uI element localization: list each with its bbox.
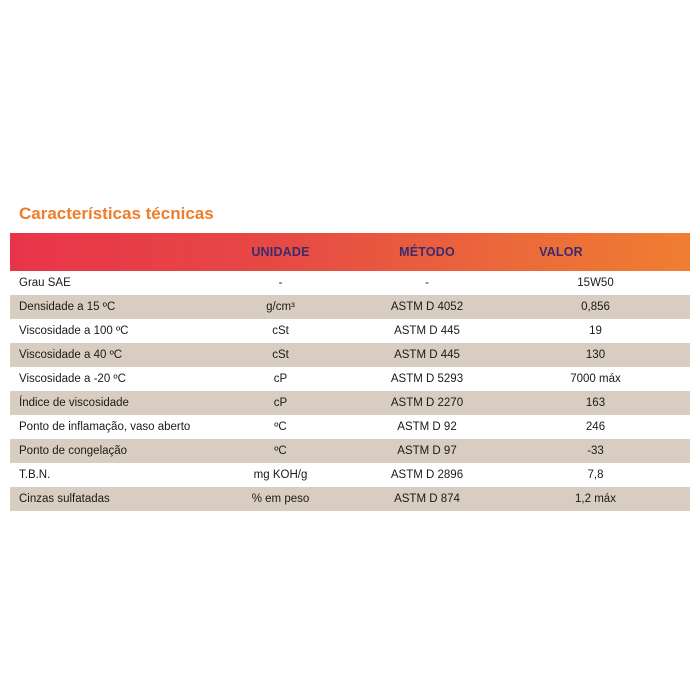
cell-property: T.B.N. [19, 469, 51, 481]
cell-unit: cP [273, 373, 288, 385]
cell-unit: % em peso [251, 493, 310, 505]
header-method: MÉTODO [399, 245, 455, 259]
header-value: VALOR [539, 245, 583, 259]
cell-value: 7,8 [587, 469, 604, 481]
specs-table: UNIDADE MÉTODO VALOR Grau SAE - - 15W50 … [10, 233, 690, 511]
cell-property: Viscosidade a 100 ºC [19, 325, 129, 337]
table-row: Viscosidade a -20 ºC cP ASTM D 5293 7000… [10, 367, 690, 391]
section-title: Características técnicas [19, 204, 214, 223]
cell-method: ASTM D 2270 [390, 397, 464, 409]
table-row: T.B.N. mg KOH/g ASTM D 2896 7,8 [10, 463, 690, 487]
cell-property: Ponto de inflamação, vaso aberto [19, 421, 191, 433]
cell-value: 1,2 máx [575, 493, 616, 505]
cell-property: Ponto de congelação [19, 445, 128, 457]
cell-value: -33 [587, 445, 604, 457]
cell-unit: mg KOH/g [253, 469, 308, 481]
cell-value: 130 [585, 349, 606, 361]
cell-property: Densidade a 15 ºC [19, 301, 116, 313]
cell-method: ASTM D 4052 [390, 301, 464, 313]
cell-property: Viscosidade a -20 ºC [19, 373, 126, 385]
cell-property: Índice de viscosidade [19, 397, 129, 409]
cell-method: - [425, 277, 429, 289]
table-row: Viscosidade a 40 ºC cSt ASTM D 445 130 [10, 343, 690, 367]
cell-method: ASTM D 92 [397, 421, 457, 433]
header-unit: UNIDADE [251, 245, 310, 259]
cell-value: 19 [589, 325, 602, 337]
cell-value: 0,856 [581, 301, 610, 313]
cell-value: 15W50 [577, 277, 614, 289]
table-row: Índice de viscosidade cP ASTM D 2270 163 [10, 391, 690, 415]
table-header: UNIDADE MÉTODO VALOR [10, 233, 690, 271]
cell-unit: - [278, 277, 283, 289]
cell-unit: cP [273, 397, 288, 409]
cell-unit: cSt [272, 325, 289, 337]
cell-unit: cSt [272, 349, 289, 361]
cell-method: ASTM D 445 [394, 325, 460, 337]
cell-value: 163 [585, 397, 606, 409]
cell-method: ASTM D 445 [394, 349, 460, 361]
table-row: Densidade a 15 ºC g/cm³ ASTM D 4052 0,85… [10, 295, 690, 319]
cell-property: Grau SAE [19, 277, 71, 289]
cell-value: 246 [585, 421, 606, 433]
cell-property: Cinzas sulfatadas [19, 493, 110, 505]
table-row: Cinzas sulfatadas % em peso ASTM D 874 1… [10, 487, 690, 511]
cell-property: Viscosidade a 40 ºC [19, 349, 123, 361]
table-row: Grau SAE - - 15W50 [10, 271, 690, 295]
table-row: Ponto de inflamação, vaso aberto ºC ASTM… [10, 415, 690, 439]
cell-unit: ºC [274, 421, 287, 433]
cell-value: 7000 máx [570, 373, 621, 385]
cell-method: ASTM D 5293 [390, 373, 464, 385]
cell-method: ASTM D 97 [397, 445, 457, 457]
cell-unit: ºC [274, 445, 287, 457]
cell-method: ASTM D 874 [394, 493, 460, 505]
table-row: Viscosidade a 100 ºC cSt ASTM D 445 19 [10, 319, 690, 343]
table-row: Ponto de congelação ºC ASTM D 97 -33 [10, 439, 690, 463]
cell-unit: g/cm³ [266, 301, 295, 313]
cell-method: ASTM D 2896 [390, 469, 464, 481]
